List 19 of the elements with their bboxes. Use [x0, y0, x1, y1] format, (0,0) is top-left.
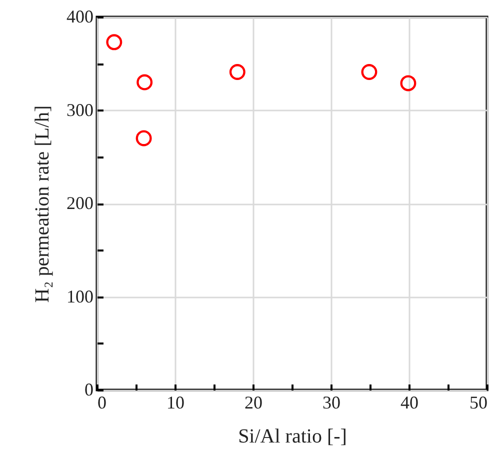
point: [106, 34, 122, 50]
y-tick-label: 200: [66, 193, 94, 213]
point: [229, 64, 246, 80]
x-tick-label: 10: [166, 392, 184, 412]
point: [361, 64, 378, 80]
point: [136, 130, 152, 146]
x-tick-label: 50: [470, 392, 488, 412]
x-tick-label: 40: [400, 392, 418, 412]
point: [136, 74, 153, 90]
x-tick-label: 30: [322, 392, 340, 412]
x-tick-label: 0: [98, 392, 106, 412]
y-tick-label: 0: [84, 380, 94, 400]
y-axis-title: H₂ permeation rate [L/h]: [32, 105, 54, 303]
point: [400, 75, 416, 92]
x-axis-title: Si/Al ratio [-]: [238, 426, 347, 448]
y-tick-label: 400: [66, 6, 94, 26]
y-tick-label: 300: [66, 100, 94, 120]
x-tick-label: 20: [244, 392, 262, 412]
y-tick-label: 100: [66, 286, 94, 306]
